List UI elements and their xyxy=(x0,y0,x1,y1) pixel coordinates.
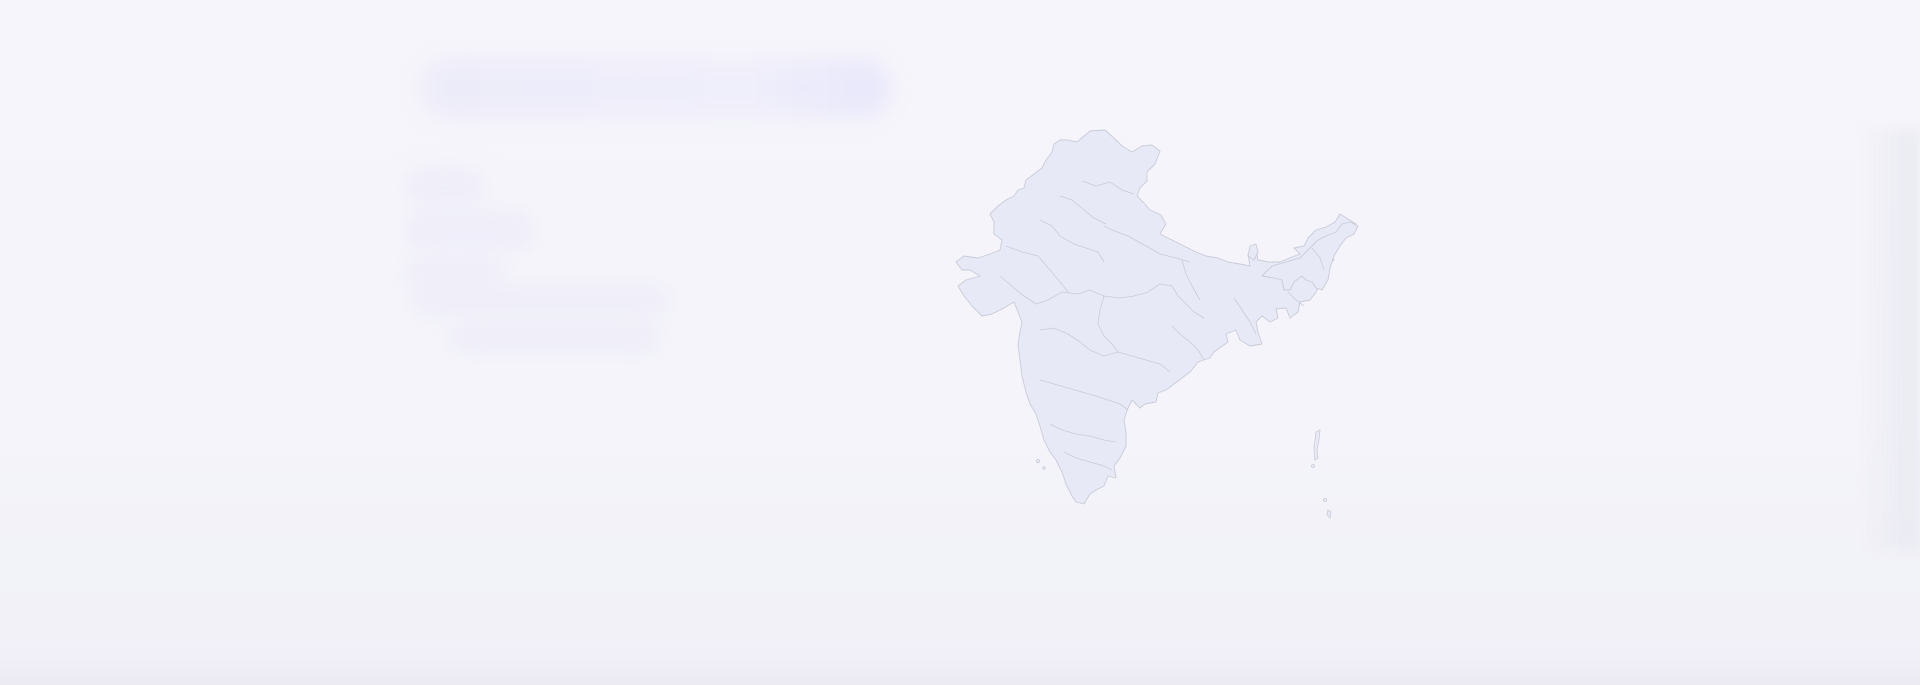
state-borders xyxy=(999,180,1325,471)
nicobar-island xyxy=(1323,497,1328,502)
loading-text-placeholder xyxy=(450,322,660,352)
lakshadweep-island xyxy=(1042,466,1046,470)
northeast-region xyxy=(1261,221,1359,291)
loading-title-placeholder xyxy=(420,58,890,118)
sikkim xyxy=(1247,243,1259,261)
andaman-islands xyxy=(1313,429,1321,461)
bottom-edge-shadow xyxy=(0,651,1920,685)
right-edge-shadow xyxy=(1860,130,1920,550)
andaman-island xyxy=(1311,464,1315,468)
loading-text-placeholder xyxy=(405,168,485,206)
lakshadweep-island xyxy=(1036,458,1041,463)
nicobar-island xyxy=(1326,509,1332,519)
loading-text-placeholder xyxy=(405,258,505,288)
loading-text-placeholder xyxy=(405,210,535,250)
india-mainland xyxy=(955,129,1357,505)
loading-text-placeholder xyxy=(410,285,670,315)
